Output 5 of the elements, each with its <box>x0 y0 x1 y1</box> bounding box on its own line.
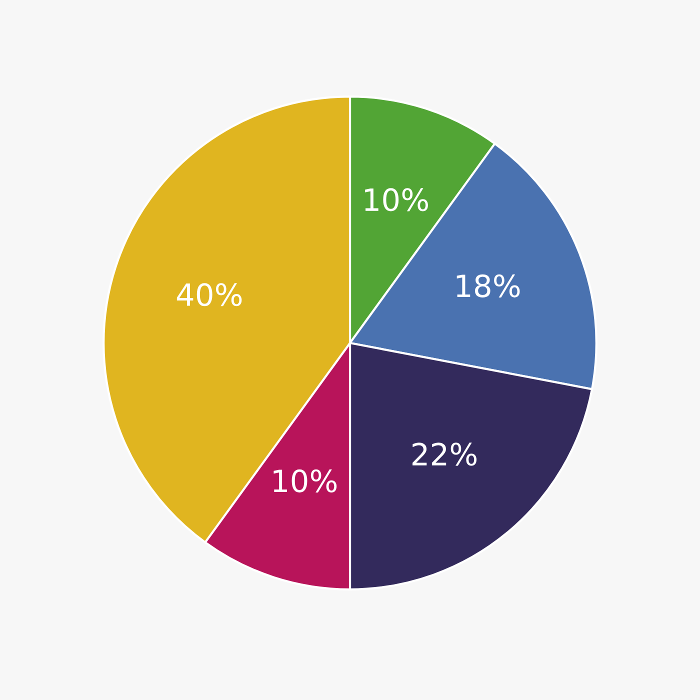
data-label: 40% <box>176 283 242 306</box>
data-label: 22% <box>412 442 477 466</box>
data-label: 18% <box>456 274 520 298</box>
data-label: 10% <box>274 469 337 492</box>
data-label: 10% <box>365 188 428 212</box>
